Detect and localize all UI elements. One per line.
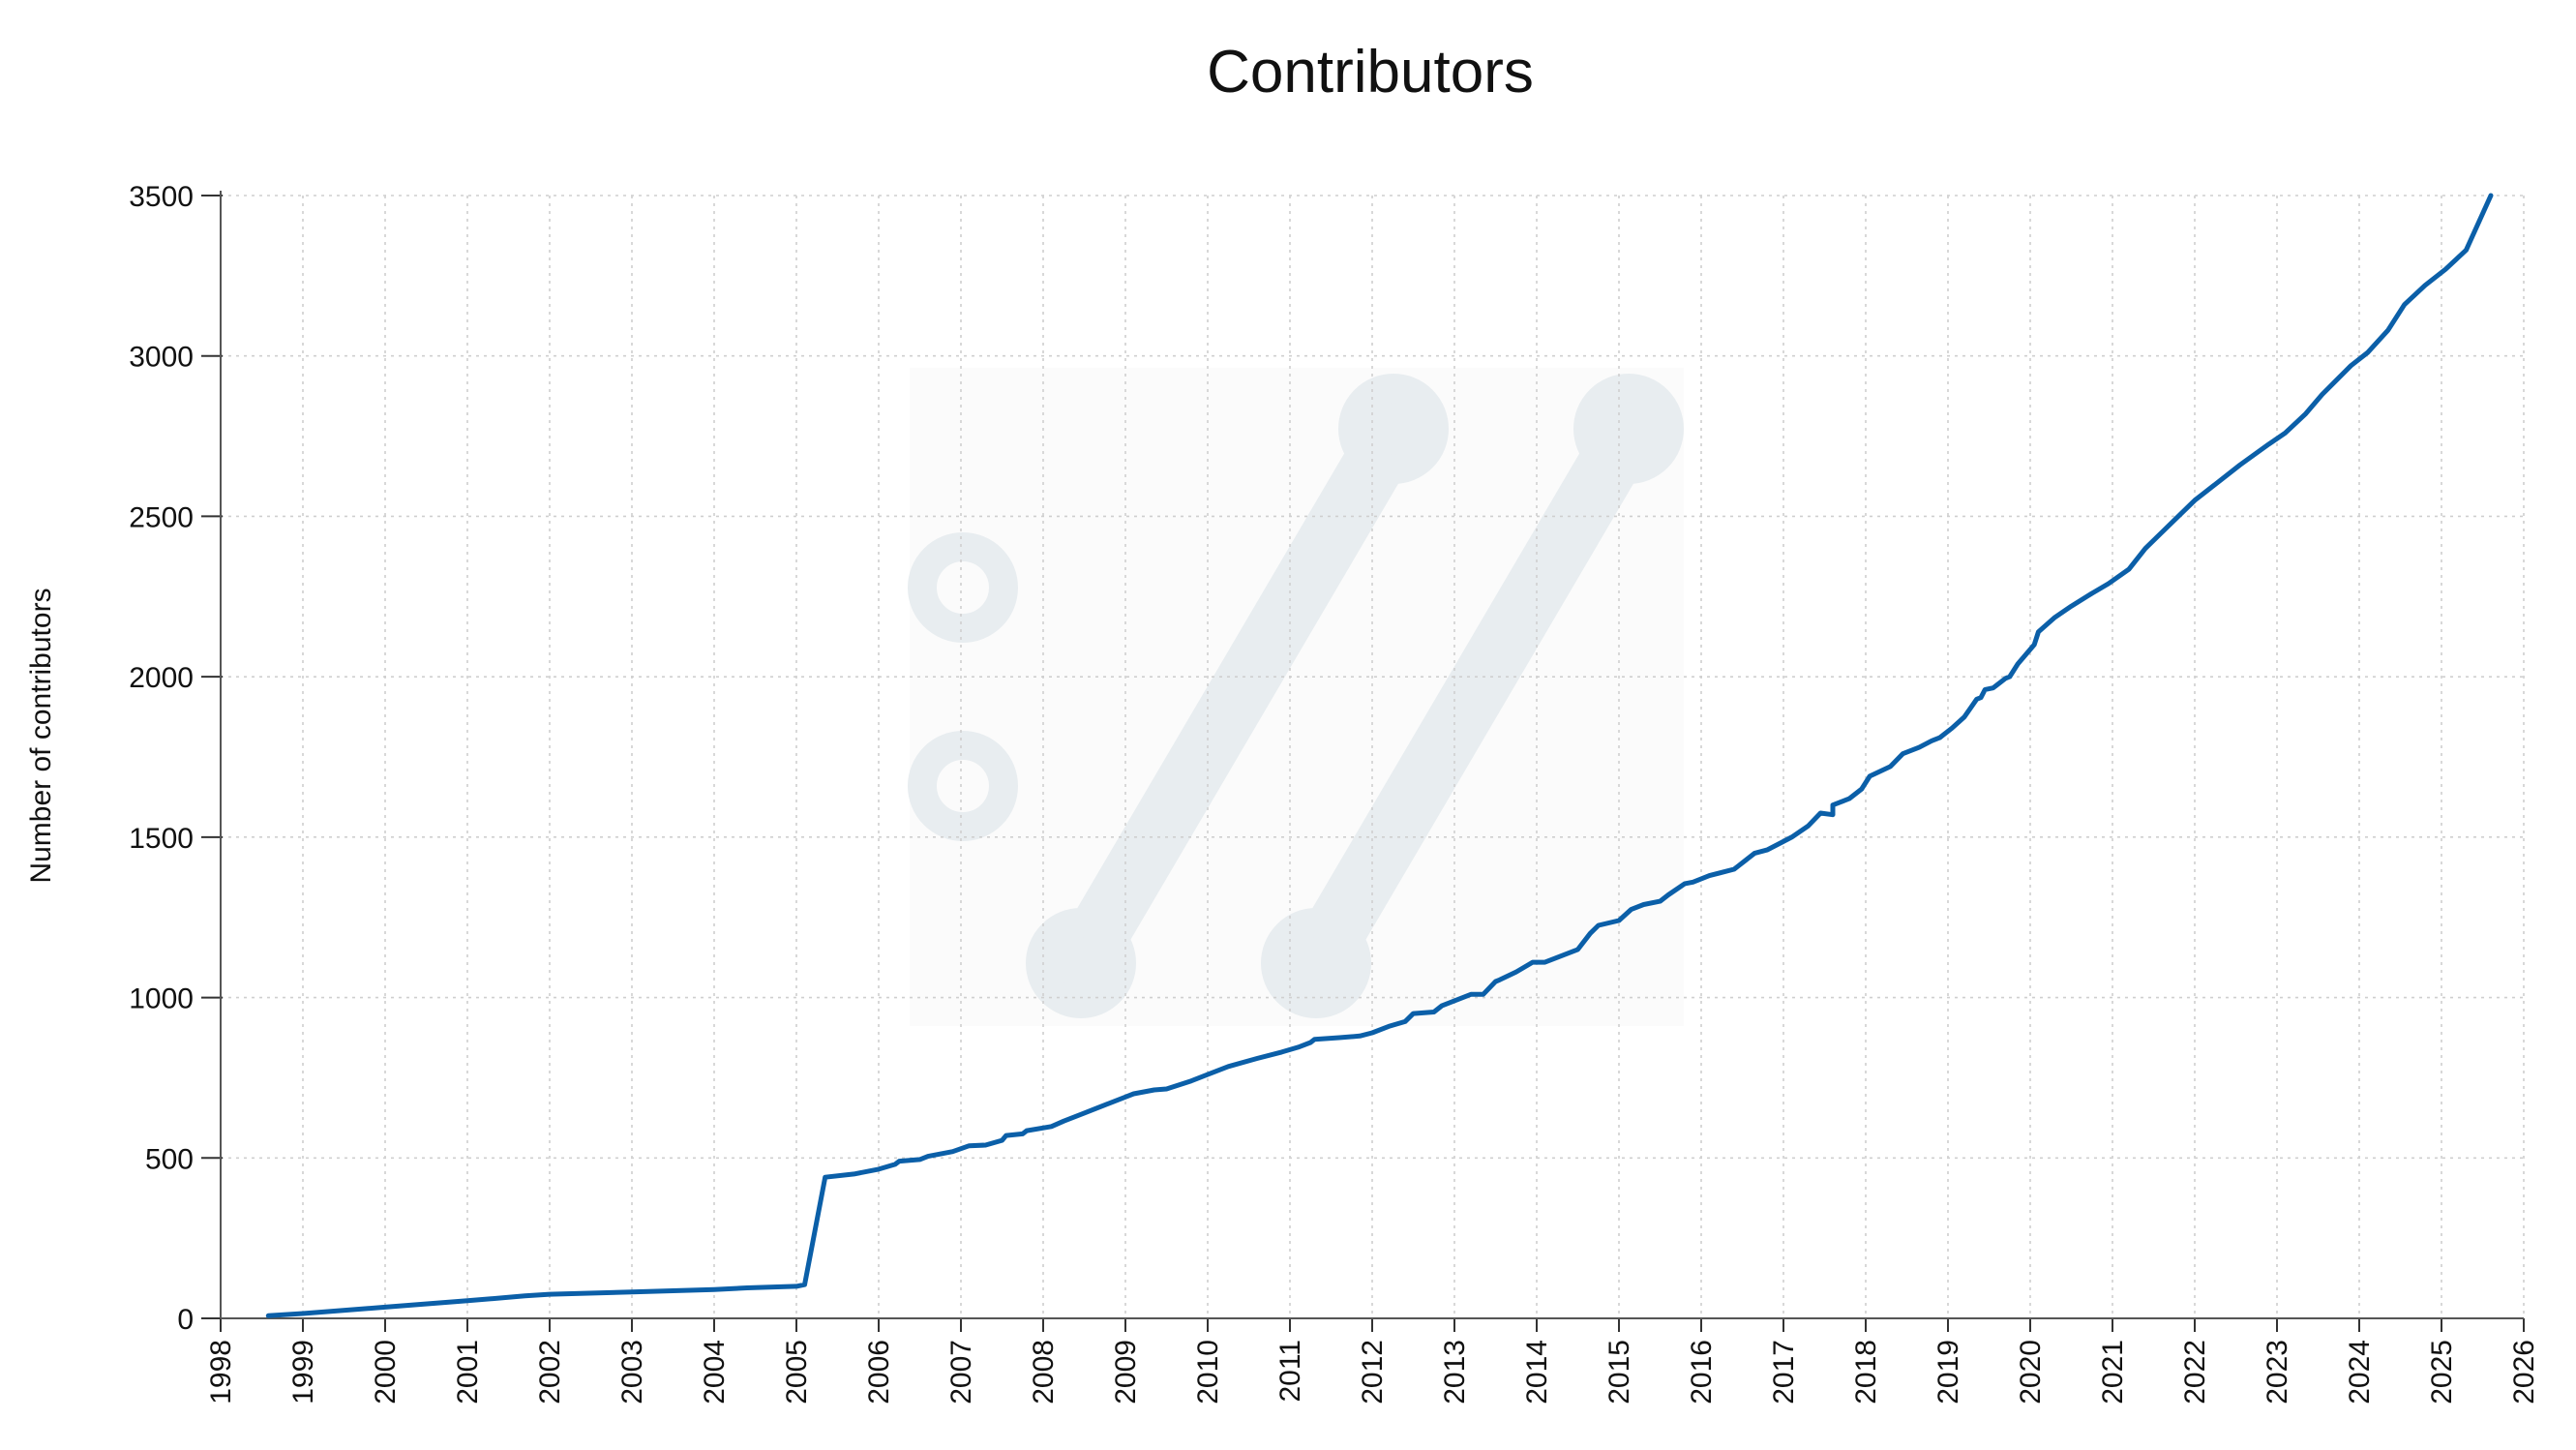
y-axis-label: Number of contributors xyxy=(25,588,57,883)
x-tick-label: 2000 xyxy=(370,1340,402,1405)
x-tick-label: 2016 xyxy=(1686,1340,1718,1405)
x-tick-label: 2011 xyxy=(1274,1340,1306,1403)
x-tick-label: 2005 xyxy=(781,1340,813,1405)
x-tick-label: 2001 xyxy=(452,1340,484,1405)
axes xyxy=(201,191,2525,1332)
x-tick-label: 2006 xyxy=(863,1340,895,1405)
x-tick-label: 1998 xyxy=(205,1340,237,1405)
y-tick-label: 2500 xyxy=(129,501,194,533)
x-tick-label: 2019 xyxy=(1932,1340,1964,1405)
y-tick-label: 1500 xyxy=(129,823,194,855)
x-tick-label: 2010 xyxy=(1192,1340,1224,1405)
y-tick-label: 1000 xyxy=(129,983,194,1015)
x-tick-label: 2020 xyxy=(2015,1340,2047,1405)
y-tick-label: 500 xyxy=(145,1143,194,1175)
contributors-series-line xyxy=(265,193,2494,1318)
x-tick-label: 2012 xyxy=(1357,1340,1389,1405)
chart-title: Contributors xyxy=(1207,39,1534,106)
y-tick-label: 3500 xyxy=(129,181,194,213)
y-tick-label: 0 xyxy=(177,1304,194,1336)
x-tick-label: 2026 xyxy=(2508,1340,2540,1405)
watermark-logo xyxy=(908,368,1684,1026)
x-tick-label: 2003 xyxy=(616,1340,648,1405)
x-tick-label: 2008 xyxy=(1028,1340,1060,1405)
x-tick-label: 2014 xyxy=(1521,1340,1553,1405)
x-tick-label: 2021 xyxy=(2097,1340,2129,1405)
y-tick-labels: 0 500 1000 1500 2000 2500 3000 3500 xyxy=(129,181,194,1336)
x-tick-label: 2024 xyxy=(2344,1340,2376,1405)
x-tick-label: 2018 xyxy=(1850,1340,1882,1405)
series-lines xyxy=(265,193,2494,1318)
y-tick-label: 2000 xyxy=(129,662,194,694)
y-tick-label: 3000 xyxy=(129,342,194,374)
x-tick-label: 2022 xyxy=(2179,1340,2211,1405)
x-tick-label: 2025 xyxy=(2426,1340,2458,1405)
x-tick-label: 1999 xyxy=(287,1340,319,1405)
x-tick-label: 2015 xyxy=(1603,1340,1635,1405)
x-tick-label: 2013 xyxy=(1439,1340,1471,1405)
x-tick-label: 2007 xyxy=(945,1340,977,1405)
x-tick-labels: 1998 1999 2000 2001 2002 2003 2004 2005 2006 2007… xyxy=(205,1340,2540,1405)
x-tick-label: 2002 xyxy=(534,1340,566,1405)
x-tick-label: 2023 xyxy=(2261,1340,2293,1405)
x-tick-label: 2017 xyxy=(1768,1340,1800,1405)
x-tick-label: 2004 xyxy=(699,1340,731,1405)
x-tick-label: 2009 xyxy=(1110,1340,1142,1405)
